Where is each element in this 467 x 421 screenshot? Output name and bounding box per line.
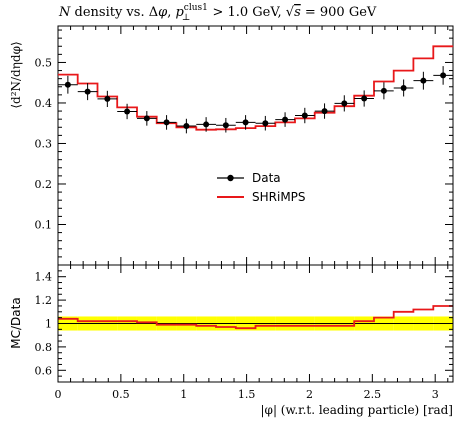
ratio-panel-tick-labels: 0.6 0.8 1 1.2 1.4	[35, 271, 53, 378]
data-point	[301, 112, 308, 119]
title-p: p	[175, 5, 184, 20]
data-point	[163, 119, 170, 126]
data-point	[183, 123, 190, 130]
ratio-series	[58, 305, 454, 330]
data-point	[361, 95, 368, 102]
data-point	[84, 88, 91, 95]
legend-data-label: Data	[252, 171, 281, 185]
ratio-y-tick-label: 0.6	[35, 364, 53, 377]
data-point	[203, 121, 210, 128]
y-tick-label: 0.5	[35, 56, 53, 69]
x-tick-label: 0	[55, 388, 62, 401]
data-point	[262, 120, 269, 127]
data-point	[420, 77, 427, 84]
title-sup: clus1	[184, 3, 208, 13]
title-energy: = 900 GeV	[301, 5, 377, 20]
ratio-y-tick-label: 1.2	[35, 294, 53, 307]
title-density-vs: density vs. Δ	[70, 5, 158, 20]
title-n: N	[58, 5, 71, 20]
ratio-panel: 0.6 0.8 1 1.2 1.4 0 0.5 1 1.5 2 2.5 3 MC/Data |φ| …	[9, 264, 454, 417]
main-panel-tick-labels: 0.1 0.2 0.3 0.4 0.5	[35, 56, 53, 231]
y-axis-label-bottom: MC/Data	[9, 297, 23, 348]
y-tick-label: 0.4	[35, 97, 53, 110]
title-phi: φ	[158, 5, 168, 20]
ratio-panel-ticks	[58, 265, 453, 382]
data-point	[380, 87, 387, 94]
main-panel: 0.1 0.2 0.3 0.4 0.5 ⟨d²N/dηdφ⟩	[9, 25, 454, 266]
y-tick-label: 0.2	[35, 178, 53, 191]
y-tick-label: 0.3	[35, 137, 53, 150]
legend: Data SHRiMPS	[217, 171, 306, 204]
title-sqrt: √	[286, 5, 295, 20]
x-tick-labels: 0 0.5 1 1.5 2 2.5 3	[55, 388, 439, 401]
x-tick-label: 2.5	[364, 388, 382, 401]
y-tick-label: 0.1	[35, 218, 53, 231]
x-axis-label: |φ| (w.r.t. leading particle) [rad]	[261, 403, 454, 417]
main-panel-frame	[57, 25, 454, 266]
data-point	[222, 122, 229, 129]
x-tick-label: 1	[180, 388, 187, 401]
ratio-y-tick-label: 1.4	[35, 271, 53, 284]
ratio-y-tick-label: 1	[45, 318, 52, 331]
data-point	[321, 108, 328, 115]
main-panel-ticks	[58, 26, 453, 265]
legend-data-marker	[227, 174, 234, 182]
x-tick-label: 2	[306, 388, 313, 401]
data-point	[64, 81, 71, 88]
data-point	[282, 116, 289, 123]
data-point	[124, 108, 131, 115]
legend-mc-label: SHRiMPS	[252, 190, 306, 204]
data-series	[58, 66, 454, 134]
x-tick-label: 3	[432, 388, 439, 401]
title-perp: ⊥	[182, 13, 190, 23]
title-comma: ,	[167, 5, 175, 20]
data-point	[104, 95, 111, 102]
data-point	[400, 84, 407, 91]
data-point	[341, 100, 348, 107]
y-axis-label-top: ⟨d²N/dηdφ⟩	[9, 41, 23, 108]
data-point	[242, 119, 249, 126]
ratio-y-tick-label: 0.8	[35, 341, 53, 354]
data-point	[440, 72, 447, 79]
title-gt: > 1.0 GeV,	[208, 5, 285, 20]
title-s: s	[294, 5, 301, 20]
data-point	[143, 115, 150, 122]
chart-title: N density vs. Δφ, pclus1 ⊥ > 1.0 GeV, √s …	[58, 3, 377, 23]
x-tick-label: 0.5	[112, 388, 130, 401]
ratio-histogram	[58, 305, 454, 330]
x-tick-label: 1.5	[238, 388, 256, 401]
